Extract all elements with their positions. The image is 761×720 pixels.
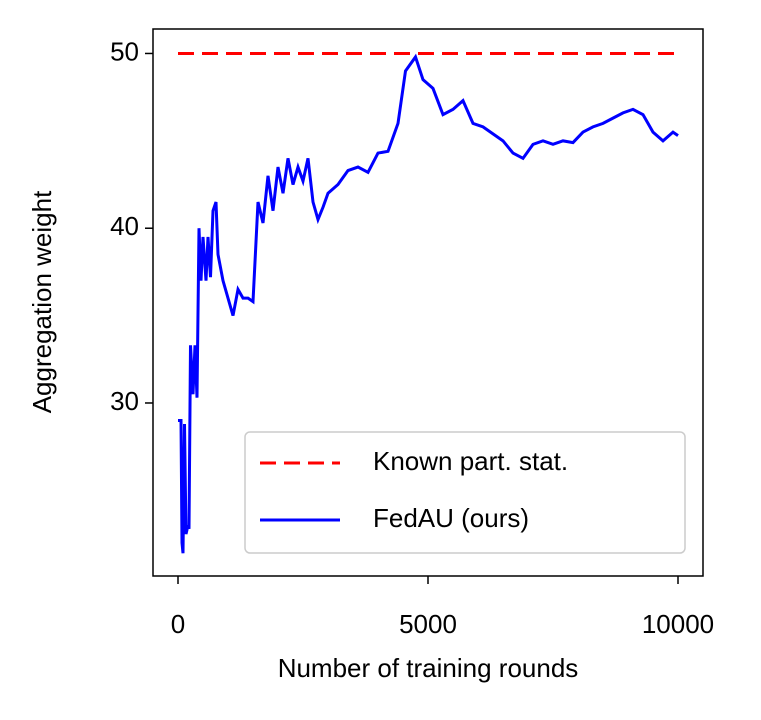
x-tick-label: 5000 (399, 609, 457, 639)
plot-frame (152, 28, 704, 577)
y-tick-label: 40 (110, 211, 139, 241)
legend-box (244, 431, 686, 554)
x-tick-label: 0 (171, 609, 185, 639)
y-axis-label: Aggregation weight (27, 190, 57, 413)
x-tick-label: 10000 (642, 609, 714, 639)
y-tick-label: 50 (110, 36, 139, 66)
legend-label: Known part. stat. (373, 446, 568, 476)
x-axis-label: Number of training rounds (278, 653, 579, 683)
legend-label: FedAU (ours) (373, 503, 529, 533)
series-line (178, 53, 679, 554)
y-tick-label: 30 (110, 386, 139, 416)
